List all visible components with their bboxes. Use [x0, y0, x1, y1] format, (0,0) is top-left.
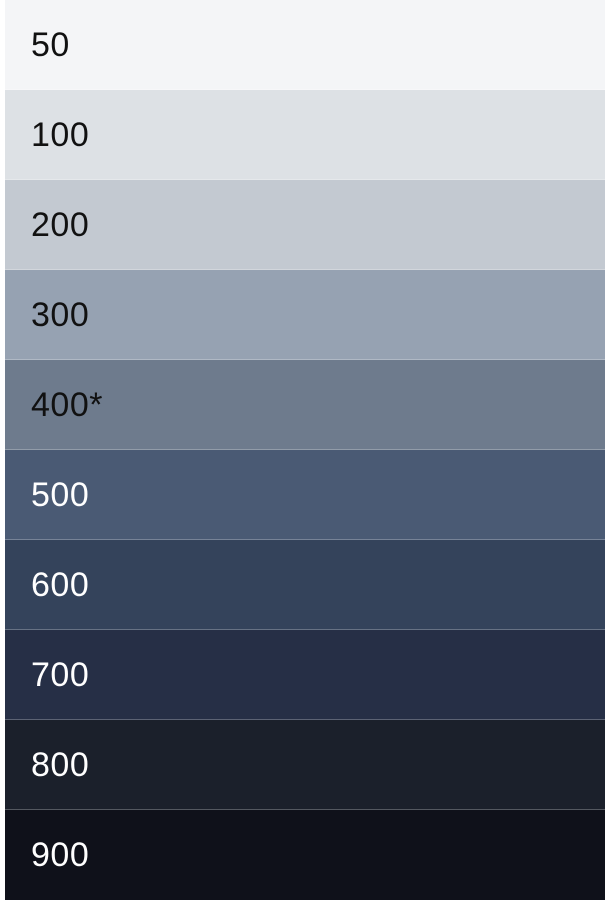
swatch-label: 50 [31, 25, 70, 64]
swatch-label: 500 [31, 475, 90, 514]
color-swatch-600: 600 [5, 540, 605, 630]
color-swatch-300: 300 [5, 270, 605, 360]
swatch-label: 700 [31, 655, 90, 694]
swatch-label: 600 [31, 565, 90, 604]
swatch-label: 800 [31, 745, 90, 784]
swatch-label: 200 [31, 205, 90, 244]
color-swatch-50: 50 [5, 0, 605, 90]
swatch-label: 900 [31, 836, 90, 874]
color-palette: 50 100 200 300 400* 500 600 700 800 900 [5, 0, 605, 900]
color-swatch-200: 200 [5, 180, 605, 270]
swatch-label: 400* [31, 385, 103, 424]
swatch-label: 300 [31, 295, 90, 334]
color-swatch-900: 900 [5, 810, 605, 900]
color-swatch-400: 400* [5, 360, 605, 450]
color-swatch-700: 700 [5, 630, 605, 720]
swatch-label: 100 [31, 115, 90, 154]
color-swatch-500: 500 [5, 450, 605, 540]
color-swatch-100: 100 [5, 90, 605, 180]
color-swatch-800: 800 [5, 720, 605, 810]
